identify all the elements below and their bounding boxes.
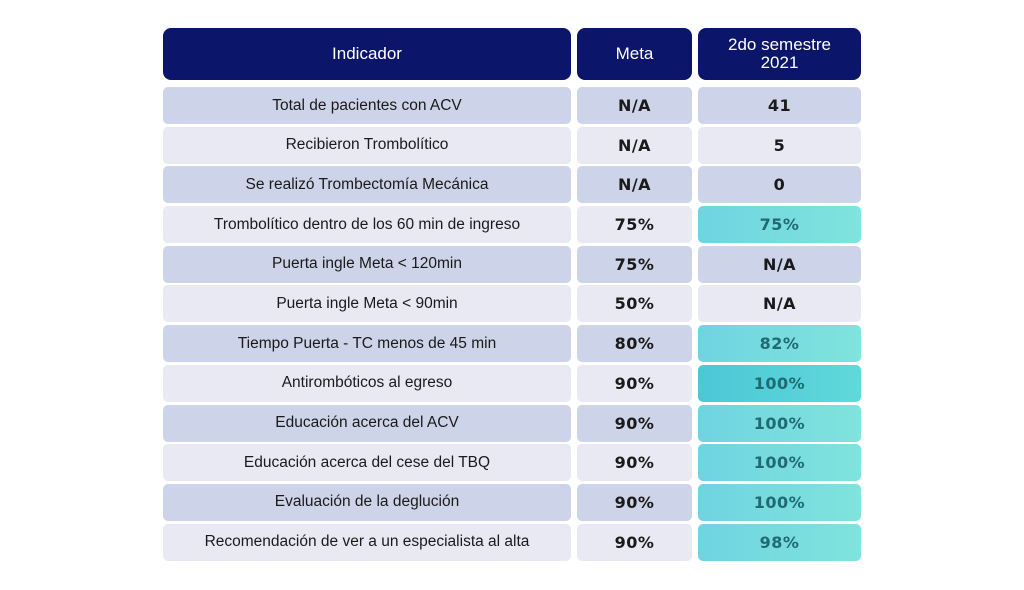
value-cell: 100% [698, 364, 861, 402]
value-cell: 41 [698, 87, 861, 124]
indicator-cell: Trombolítico dentro de los 60 min de ing… [163, 206, 571, 244]
indicator-cell: Educación acerca del ACV [163, 404, 571, 442]
meta-cell: 90% [577, 444, 692, 482]
indicator-cell: Tiempo Puerta - TC menos de 45 min [163, 325, 571, 363]
meta-cell: 90% [577, 523, 692, 561]
value-cell: N/A [698, 245, 861, 283]
indicator-cell: Educación acerca del cese del TBQ [163, 444, 571, 482]
meta-cell: 90% [577, 364, 692, 402]
meta-cell: 80% [577, 325, 692, 363]
value-cell: 100% [698, 404, 861, 442]
meta-cell: 75% [577, 245, 692, 283]
value-cell: 75% [698, 206, 861, 244]
indicator-cell: Total de pacientes con ACV [163, 87, 571, 124]
meta-cell: 90% [577, 404, 692, 442]
meta-cell: N/A [577, 166, 692, 204]
indicator-cell: Antirombóticos al egreso [163, 364, 571, 402]
value-cell: N/A [698, 285, 861, 323]
indicator-cell: Se realizó Trombectomía Mecánica [163, 166, 571, 204]
meta-cell: N/A [577, 87, 692, 124]
value-cell: 0 [698, 166, 861, 204]
meta-cell: 90% [577, 483, 692, 521]
meta-cell: 75% [577, 206, 692, 244]
value-cell: 5 [698, 126, 861, 164]
value-cell: 98% [698, 523, 861, 561]
value-cell: 100% [698, 483, 861, 521]
indicator-cell: Puerta ingle Meta < 90min [163, 285, 571, 323]
value-cell: 82% [698, 325, 861, 363]
indicators-table: Indicador Meta 2do semestre 2021 Total d… [163, 28, 861, 563]
meta-cell: N/A [577, 126, 692, 164]
header-indicador: Indicador [163, 28, 571, 80]
indicator-cell: Recibieron Trombolítico [163, 126, 571, 164]
indicator-cell: Evaluación de la deglución [163, 483, 571, 521]
header-meta: Meta [577, 28, 692, 80]
value-cell: 100% [698, 444, 861, 482]
meta-cell: 50% [577, 285, 692, 323]
indicator-cell: Puerta ingle Meta < 120min [163, 245, 571, 283]
indicator-cell: Recomendación de ver a un especialista a… [163, 523, 571, 561]
header-period: 2do semestre 2021 [698, 28, 861, 80]
